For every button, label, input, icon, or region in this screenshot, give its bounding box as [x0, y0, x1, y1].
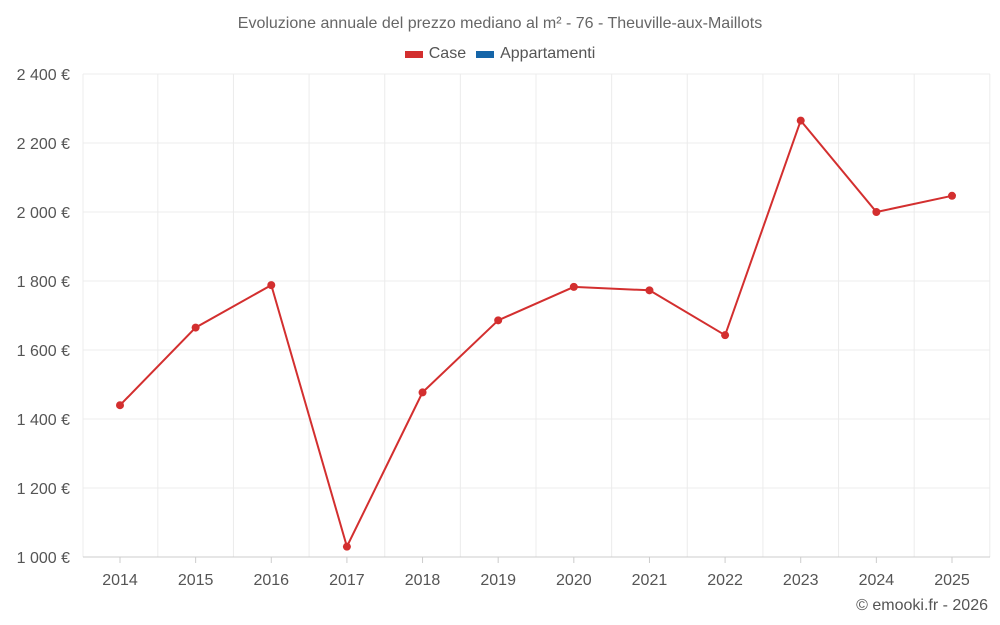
data-point-2022[interactable]: [721, 331, 730, 340]
chart-title: Evoluzione annuale del prezzo mediano al…: [237, 15, 763, 32]
x-tick-label: 2015: [178, 572, 214, 589]
axes: 1 000 € 1 200 € 1 400 € 1 600 € 1 800 € 2 000…: [17, 67, 990, 589]
legend-item-case[interactable]: Case: [404, 45, 467, 63]
legend-swatch-appartamenti: [476, 50, 495, 58]
legend-label-appartamenti: Appartamenti: [500, 45, 596, 62]
data-point-2019[interactable]: [494, 316, 503, 325]
x-tick-label: 2014: [102, 572, 138, 589]
data-point-2014[interactable]: [116, 401, 124, 410]
x-tick-label: 2021: [632, 572, 668, 589]
x-tick-label: 2024: [859, 572, 895, 589]
data-point-2025[interactable]: [948, 191, 956, 200]
series-line-case: [119, 118, 953, 550]
footer-credit: © emooki.fr - 2026: [856, 597, 988, 614]
legend-swatch-case: [404, 50, 423, 58]
chart-legend: Case Appartamenti: [0, 45, 1000, 63]
x-tick-label: 2022: [707, 572, 743, 589]
data-point-2024[interactable]: [872, 208, 881, 216]
x-tick-label: 2025: [934, 572, 970, 589]
x-tick-label: 2017: [329, 572, 365, 589]
x-tick-label: 2018: [405, 572, 441, 589]
y-tick-label: 1 800 €: [17, 274, 70, 291]
y-tick-label: 2 400 €: [17, 67, 70, 84]
data-point-2018[interactable]: [418, 388, 427, 397]
y-tick-label: 1 400 €: [17, 412, 70, 429]
y-tick-label: 1 600 €: [17, 343, 70, 360]
x-tick-label: 2020: [556, 572, 592, 589]
legend-item-appartamenti[interactable]: Appartamenti: [476, 45, 595, 63]
x-tick-label: 2019: [480, 572, 516, 589]
data-point-2021[interactable]: [645, 286, 654, 295]
grid: [82, 73, 991, 558]
data-point-2016[interactable]: [267, 281, 276, 290]
data-point-2020[interactable]: [569, 282, 578, 291]
data-point-2017[interactable]: [342, 542, 351, 551]
legend-label-case: Case: [428, 45, 467, 62]
series: [116, 116, 956, 551]
data-point-2015[interactable]: [191, 323, 200, 332]
y-tick-label: 1 200 €: [17, 481, 70, 498]
data-point-2023[interactable]: [796, 116, 805, 125]
y-tick-label: 2 000 €: [17, 205, 70, 222]
y-tick-label: 1 000 €: [17, 550, 70, 567]
y-tick-label: 2 200 €: [17, 136, 70, 153]
x-tick-label: 2023: [783, 572, 819, 589]
x-tick-label: 2016: [253, 572, 289, 589]
